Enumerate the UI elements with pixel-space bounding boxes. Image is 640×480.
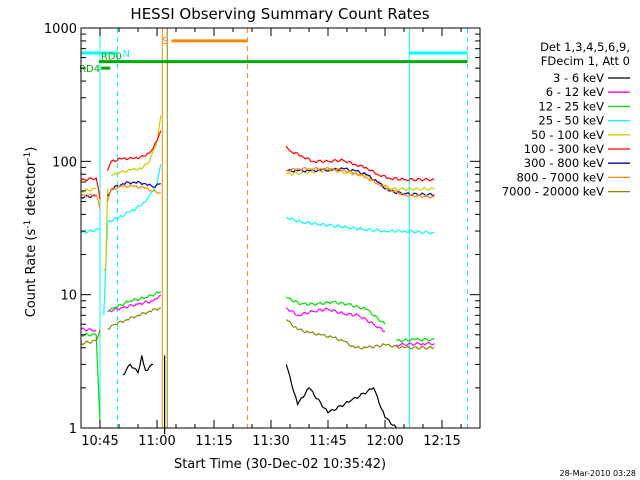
series-lines	[80, 115, 435, 435]
x-tick-label-12-00: 12:00	[366, 434, 403, 449]
flag-rd4-label: RD4	[79, 64, 100, 75]
y-axis-label-end: )	[24, 147, 39, 152]
legend-label-100-300-kev: 100 - 300 keV	[524, 142, 604, 156]
series-50-100-kev-segment-1	[103, 188, 109, 272]
series-25-50-kev	[80, 164, 435, 316]
series-50-100-kev	[80, 115, 435, 272]
series-6-12-kev-segment-0	[80, 327, 97, 332]
series-100-300-kev	[80, 130, 435, 200]
series-3-6-kev	[122, 355, 397, 435]
series-800-7000-kev-segment-2	[286, 166, 435, 199]
series-100-300-kev-segment-2	[285, 145, 435, 182]
plot-frame	[80, 27, 481, 429]
series-7000-20000-kev-segment-0	[80, 329, 101, 346]
chart-title: HESSI Observing Summary Count Rates	[130, 5, 429, 23]
y-tick-label-1000: 1000	[44, 22, 77, 37]
series-3-6-kev-segment-2	[285, 364, 397, 429]
series-12-25-kev-segment-0	[80, 332, 101, 423]
legend-label-7000-20000-kev: 7000 - 20000 keV	[502, 185, 604, 199]
series-3-6-kev-segment-0	[122, 355, 154, 376]
legend-label-25-50-kev: 25 - 50 keV	[538, 114, 604, 128]
y-axis-label-mid: detector	[24, 160, 39, 220]
series-6-12-kev-segment-1	[107, 294, 162, 313]
y-axis-label-sup1: -1	[23, 220, 33, 229]
series-6-12-kev-segment-2	[285, 307, 385, 332]
flag-s-label: S	[162, 36, 168, 47]
series-800-7000-kev-segment-1	[107, 184, 161, 202]
series-25-50-kev-segment-0	[80, 228, 101, 234]
series-12-25-kev-segment-3	[396, 337, 435, 343]
axis-ticks: 10:45 11:00 11:15 11:30 11:45 12:00 12:15 1 10 10…	[44, 22, 481, 449]
series-300-800-kev-segment-1	[107, 180, 161, 197]
series-25-50-kev-segment-1	[103, 164, 162, 316]
legend-header-0: Det 1,3,4,5,6,9,	[540, 40, 630, 54]
legend-label-12-25-kev: 12 - 25 keV	[538, 99, 604, 113]
x-tick-label-11-30: 11:30	[252, 434, 289, 449]
x-tick-label-10-45: 10:45	[81, 434, 118, 449]
x-tick-label-11-00: 11:00	[138, 434, 175, 449]
vertical-marker-lines	[99, 28, 468, 428]
series-100-300-kev-segment-0	[80, 176, 101, 200]
series-12-25-kev-segment-2	[286, 297, 386, 325]
legend-header-1: FDecim 1, Att 0	[541, 54, 630, 68]
y-tick-label-10: 10	[60, 289, 77, 304]
legend-label-300-800-kev: 300 - 800 keV	[524, 156, 604, 170]
series-7000-20000-kev	[80, 307, 435, 350]
x-axis-label: Start Time (30-Dec-02 10:35:42)	[174, 457, 386, 472]
legend-label-50-100-kev: 50 - 100 keV	[531, 128, 604, 142]
date-stamp: 28-Mar-2010 03:28	[560, 469, 637, 478]
series-50-100-kev-segment-2	[111, 115, 162, 177]
series-300-800-kev-segment-2	[286, 167, 435, 197]
y-axis-label: Count Rate (s-1 detector-1)	[23, 147, 39, 318]
series-12-25-kev	[80, 291, 435, 423]
y-axis-label-main: Count Rate (s	[24, 229, 39, 318]
flag-n-label: N	[122, 49, 129, 60]
x-tick-label-11-15: 11:15	[195, 434, 232, 449]
y-axis-label-sup2: -1	[23, 152, 33, 161]
series-7000-20000-kev-segment-1	[107, 307, 162, 330]
flag-rd0-label: RD0	[101, 52, 122, 63]
series-300-800-kev-segment-0	[80, 194, 97, 200]
legend-label-3-6-kev: 3 - 6 keV	[553, 71, 604, 85]
series-100-300-kev-segment-1	[107, 130, 162, 171]
x-tick-label-12-15: 12:15	[423, 434, 460, 449]
x-tick-label-11-45: 11:45	[309, 434, 346, 449]
series-800-7000-kev	[80, 166, 435, 210]
y-tick-label-1: 1	[69, 422, 77, 437]
series-50-100-kev-segment-0	[80, 187, 97, 193]
y-tick-label-100: 100	[52, 155, 77, 170]
series-300-800-kev	[80, 167, 435, 200]
series-6-12-kev	[80, 294, 435, 347]
series-12-25-kev-segment-1	[107, 291, 162, 312]
series-800-7000-kev-segment-0	[80, 193, 101, 210]
legend-label-800-7000-kev: 800 - 7000 keV	[516, 170, 604, 184]
legend-label-6-12-kev: 6 - 12 keV	[546, 85, 604, 99]
series-25-50-kev-segment-2	[285, 216, 435, 235]
series-6-12-kev-segment-3	[396, 341, 435, 347]
series-7000-20000-kev-segment-2	[285, 319, 435, 350]
legend: Det 1,3,4,5,6,9,FDecim 1, Att 0 3 - 6 keV…	[502, 40, 630, 199]
series-50-100-kev-segment-3	[285, 168, 435, 192]
